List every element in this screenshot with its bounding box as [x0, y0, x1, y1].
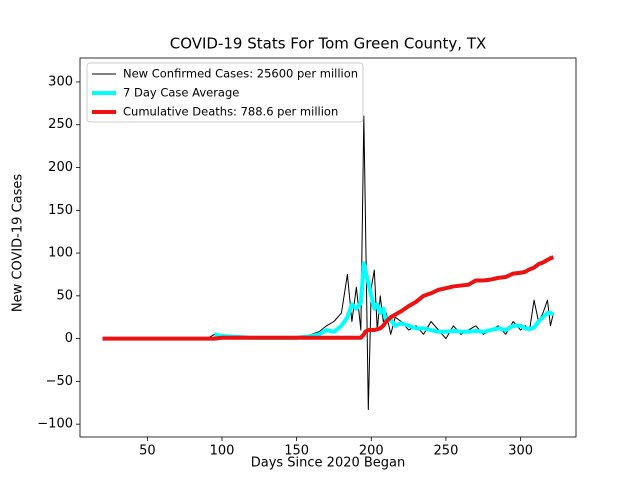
y-axis-label: New COVID-19 Cases — [11, 174, 26, 312]
series-line — [102, 255, 554, 341]
y-tick-label: 300 — [48, 74, 73, 89]
legend-label: 7 Day Case Average — [123, 86, 239, 100]
legend-label: Cumulative Deaths: 788.6 per million — [123, 105, 338, 119]
y-tick-label: 50 — [56, 288, 73, 303]
x-tick-label: 50 — [139, 444, 156, 459]
series-line — [102, 115, 554, 411]
x-tick-label: 300 — [508, 444, 533, 459]
legend-label: New Confirmed Cases: 25600 per million — [123, 67, 358, 81]
y-tick-label: −50 — [46, 374, 73, 389]
plot-frame — [79, 57, 577, 438]
legend-box — [86, 62, 364, 123]
y-tick-label: −100 — [37, 417, 73, 432]
y-tick-label: 250 — [48, 117, 73, 132]
y-tick-label: 150 — [48, 203, 73, 218]
y-tick-label: 100 — [48, 246, 73, 261]
x-tick-label: 250 — [434, 444, 459, 459]
x-tick-label: 150 — [284, 444, 309, 459]
series-line — [214, 261, 555, 340]
y-tick-label: 200 — [48, 160, 73, 175]
y-tick-label: 0 — [65, 331, 73, 346]
chart-title: COVID-19 Stats For Tom Green County, TX — [170, 35, 487, 53]
x-tick-label: 200 — [359, 444, 384, 459]
x-tick-label: 100 — [210, 444, 235, 459]
x-axis-label: Days Since 2020 Began — [251, 456, 406, 471]
